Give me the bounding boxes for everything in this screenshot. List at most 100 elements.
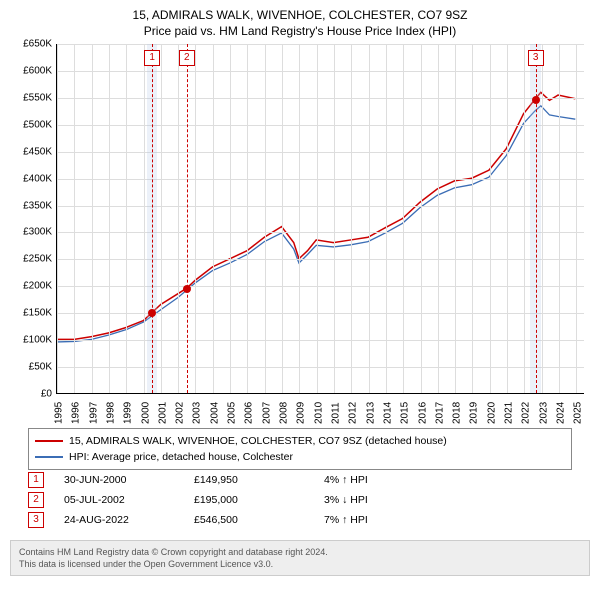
gridline-v bbox=[92, 44, 93, 393]
gridline-v bbox=[542, 44, 543, 393]
gridline-v bbox=[386, 44, 387, 393]
y-tick-label: £200K bbox=[23, 281, 52, 292]
gridline-h bbox=[57, 259, 584, 260]
gridline-h bbox=[57, 125, 584, 126]
x-tick-label: 2006 bbox=[244, 402, 255, 424]
x-tick-label: 1998 bbox=[105, 402, 116, 424]
y-tick-label: £400K bbox=[23, 173, 52, 184]
gridline-v bbox=[230, 44, 231, 393]
gridline-v bbox=[559, 44, 560, 393]
sale-point bbox=[532, 96, 540, 104]
legend-item-property: 15, ADMIRALS WALK, WIVENHOE, COLCHESTER,… bbox=[35, 433, 565, 449]
x-tick-label: 2008 bbox=[279, 402, 290, 424]
marker-number-box: 3 bbox=[528, 50, 544, 66]
gridline-v bbox=[161, 44, 162, 393]
x-tick-label: 2009 bbox=[296, 402, 307, 424]
gridline-v bbox=[334, 44, 335, 393]
x-tick-label: 2005 bbox=[227, 402, 238, 424]
y-tick-label: £350K bbox=[23, 200, 52, 211]
gridline-v bbox=[213, 44, 214, 393]
gridline-v bbox=[490, 44, 491, 393]
y-tick-label: £300K bbox=[23, 227, 52, 238]
title-line2: Price paid vs. HM Land Registry's House … bbox=[0, 24, 600, 40]
gridline-h bbox=[57, 179, 584, 180]
y-tick-label: £450K bbox=[23, 146, 52, 157]
event-price: £546,500 bbox=[194, 514, 324, 526]
x-tick-label: 2004 bbox=[209, 402, 220, 424]
x-tick-label: 2019 bbox=[469, 402, 480, 424]
legend-label: HPI: Average price, detached house, Colc… bbox=[69, 451, 293, 463]
chart-area: £0£50K£100K£150K£200K£250K£300K£350K£400… bbox=[10, 44, 590, 414]
gridline-v bbox=[178, 44, 179, 393]
event-date: 05-JUL-2002 bbox=[64, 494, 194, 506]
chart-title: 15, ADMIRALS WALK, WIVENHOE, COLCHESTER,… bbox=[0, 0, 600, 39]
y-tick-label: £650K bbox=[23, 39, 52, 50]
marker-line bbox=[187, 44, 188, 393]
gridline-v bbox=[317, 44, 318, 393]
y-tick-label: £0 bbox=[41, 389, 52, 400]
y-tick-label: £600K bbox=[23, 65, 52, 76]
x-tick-label: 2000 bbox=[140, 402, 151, 424]
y-tick-label: £50K bbox=[29, 362, 52, 373]
event-number-box: 2 bbox=[28, 492, 44, 508]
marker-line bbox=[152, 44, 153, 393]
x-tick-label: 2002 bbox=[175, 402, 186, 424]
x-axis: 1995199619971998199920002001200220032004… bbox=[56, 396, 584, 414]
legend: 15, ADMIRALS WALK, WIVENHOE, COLCHESTER,… bbox=[28, 428, 572, 470]
x-tick-label: 2015 bbox=[400, 402, 411, 424]
event-pct: 4% ↑ HPI bbox=[324, 474, 444, 486]
gridline-v bbox=[472, 44, 473, 393]
gridline-v bbox=[369, 44, 370, 393]
gridline-v bbox=[507, 44, 508, 393]
sale-point bbox=[183, 285, 191, 293]
x-tick-label: 1997 bbox=[88, 402, 99, 424]
event-row: 205-JUL-2002£195,0003% ↓ HPI bbox=[28, 490, 572, 510]
x-tick-label: 2025 bbox=[573, 402, 584, 424]
gridline-v bbox=[57, 44, 58, 393]
x-tick-label: 2001 bbox=[157, 402, 168, 424]
gridline-v bbox=[351, 44, 352, 393]
y-tick-label: £250K bbox=[23, 254, 52, 265]
gridline-v bbox=[247, 44, 248, 393]
gridline-h bbox=[57, 206, 584, 207]
x-tick-label: 1995 bbox=[54, 402, 65, 424]
title-line1: 15, ADMIRALS WALK, WIVENHOE, COLCHESTER,… bbox=[0, 8, 600, 24]
gridline-v bbox=[144, 44, 145, 393]
x-tick-label: 2017 bbox=[434, 402, 445, 424]
event-price: £195,000 bbox=[194, 494, 324, 506]
x-tick-label: 2022 bbox=[521, 402, 532, 424]
event-number-box: 3 bbox=[28, 512, 44, 528]
gridline-h bbox=[57, 286, 584, 287]
gridline-v bbox=[403, 44, 404, 393]
gridline-v bbox=[438, 44, 439, 393]
legend-item-hpi: HPI: Average price, detached house, Colc… bbox=[35, 449, 565, 465]
footer-line1: Contains HM Land Registry data © Crown c… bbox=[19, 546, 581, 558]
sale-point bbox=[148, 309, 156, 317]
gridline-h bbox=[57, 367, 584, 368]
gridline-v bbox=[265, 44, 266, 393]
legend-swatch bbox=[35, 440, 63, 442]
event-pct: 7% ↑ HPI bbox=[324, 514, 444, 526]
y-axis: £0£50K£100K£150K£200K£250K£300K£350K£400… bbox=[10, 44, 54, 394]
gridline-v bbox=[576, 44, 577, 393]
y-tick-label: £100K bbox=[23, 335, 52, 346]
event-date: 24-AUG-2022 bbox=[64, 514, 194, 526]
event-row: 3 24-AUG-2022£546,5007% ↑ HPI bbox=[28, 510, 572, 530]
x-tick-label: 2011 bbox=[330, 402, 341, 424]
events-table: 130-JUN-2000£149,9504% ↑ HPI205-JUL-2002… bbox=[28, 470, 572, 530]
gridline-h bbox=[57, 313, 584, 314]
x-tick-label: 1999 bbox=[123, 402, 134, 424]
event-number-box: 1 bbox=[28, 472, 44, 488]
x-tick-label: 2024 bbox=[556, 402, 567, 424]
gridline-v bbox=[282, 44, 283, 393]
x-tick-label: 2016 bbox=[417, 402, 428, 424]
legend-swatch bbox=[35, 456, 63, 458]
y-tick-label: £500K bbox=[23, 119, 52, 130]
gridline-v bbox=[524, 44, 525, 393]
gridline-v bbox=[421, 44, 422, 393]
gridline-h bbox=[57, 340, 584, 341]
x-tick-label: 2014 bbox=[382, 402, 393, 424]
marker-number-box: 2 bbox=[179, 50, 195, 66]
legend-label: 15, ADMIRALS WALK, WIVENHOE, COLCHESTER,… bbox=[69, 435, 447, 447]
gridline-v bbox=[455, 44, 456, 393]
